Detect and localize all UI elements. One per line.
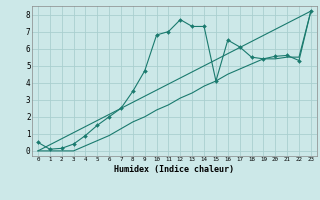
X-axis label: Humidex (Indice chaleur): Humidex (Indice chaleur) bbox=[115, 165, 234, 174]
